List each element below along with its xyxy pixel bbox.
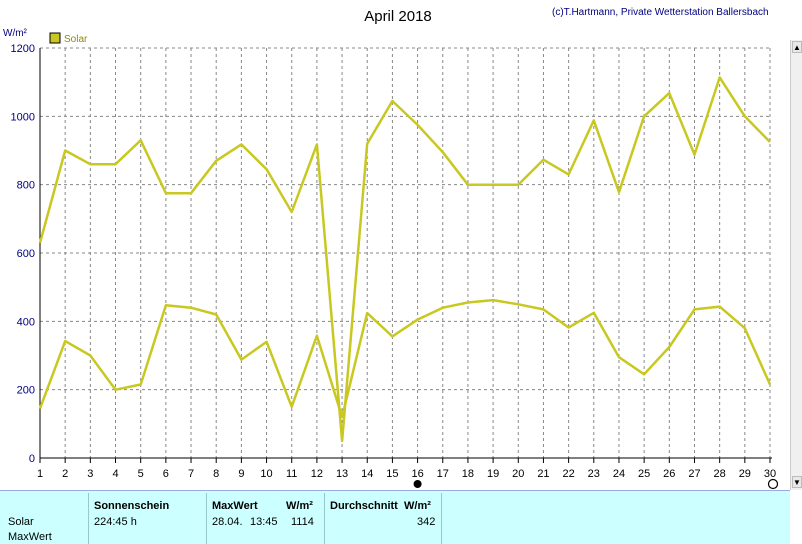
x-tick-label: 8 [213, 468, 219, 480]
x-tick-label: 12 [311, 468, 323, 480]
max-date: 28.04. [212, 516, 243, 528]
x-tick-label: 10 [260, 468, 272, 480]
legend-label: Solar [64, 34, 88, 45]
header-maxwert: MaxWert [212, 500, 258, 512]
y-tick-label: 600 [17, 248, 35, 260]
x-tick-label: 24 [613, 468, 625, 480]
x-tick-label: 6 [163, 468, 169, 480]
x-tick-label: 2 [62, 468, 68, 480]
y-tick-label: 200 [17, 385, 35, 397]
row-label-maxwert: MaxWert [8, 531, 52, 543]
header-avg: Durchschnitt [330, 500, 398, 512]
x-tick-label: 9 [238, 468, 244, 480]
header-max-unit: W/m² [286, 500, 313, 512]
x-tick-label: 22 [562, 468, 574, 480]
x-tick-label: 26 [663, 468, 675, 480]
max-value: 1114 [291, 516, 314, 528]
x-tick-label: 18 [462, 468, 474, 480]
x-tick-label: 14 [361, 468, 373, 480]
y-tick-label: 400 [17, 316, 35, 328]
row-label-solar: Solar [8, 516, 34, 528]
x-tick-label: 30 [764, 468, 776, 480]
x-tick-label: 11 [286, 468, 297, 480]
solar-chart: April 2018 (c)T.Hartmann, Private Wetter… [3, 7, 779, 490]
divider [324, 493, 325, 544]
current-day-marker-icon [413, 480, 422, 488]
chart-title: April 2018 [364, 8, 432, 25]
series-line-max [38, 76, 771, 443]
x-tick-label: 1 [37, 468, 43, 480]
legend-swatch [49, 32, 61, 44]
copyright-text: (c)T.Hartmann, Private Wetterstation Bal… [552, 7, 769, 18]
x-tick-label: 7 [188, 468, 194, 480]
series-line-avg [38, 298, 772, 419]
y-tick-label: 1000 [11, 111, 35, 123]
x-tick-label: 17 [437, 468, 449, 480]
divider [441, 493, 442, 544]
x-tick-label: 3 [87, 468, 93, 480]
x-tick-label: 20 [512, 468, 524, 480]
series-lines [38, 76, 772, 443]
max-time: 13:45 [250, 516, 278, 528]
x-tick-label: 5 [138, 468, 144, 480]
x-tick-label: 16 [411, 468, 423, 480]
scroll-up-icon[interactable]: ▲ [792, 41, 802, 53]
y-tick-label: 0 [29, 453, 35, 465]
header-sunshine: Sonnenschein [94, 500, 170, 512]
stats-panel: Solar MaxWert Sonnenschein 224:45 h MaxW… [0, 490, 790, 544]
x-tick-label: 4 [112, 468, 118, 480]
end-day-marker-icon [767, 478, 779, 490]
header-avg-unit: W/m² [404, 500, 431, 512]
y-tick-label: 1200 [11, 43, 35, 55]
x-tick-label: 29 [739, 468, 751, 480]
divider [206, 493, 207, 544]
y-tick-label: 800 [17, 180, 35, 192]
x-tick-label: 21 [537, 468, 549, 480]
y-axis-label: W/m² [3, 28, 28, 39]
x-tick-label: 19 [487, 468, 499, 480]
day-markers [413, 478, 779, 490]
x-tick-label: 27 [688, 468, 700, 480]
divider [88, 493, 89, 544]
x-tick-label: 23 [588, 468, 600, 480]
avg-value: 342 [417, 516, 436, 528]
scroll-down-icon[interactable]: ▼ [792, 476, 802, 488]
x-tick-label: 15 [386, 468, 398, 480]
x-tick-label: 28 [714, 468, 726, 480]
vertical-scrollbar[interactable]: ▲ ▼ [790, 40, 802, 490]
sunshine-value: 224:45 h [94, 516, 137, 528]
grid [40, 47, 771, 458]
x-tick-label: 13 [336, 468, 348, 480]
x-tick-label: 25 [638, 468, 650, 480]
